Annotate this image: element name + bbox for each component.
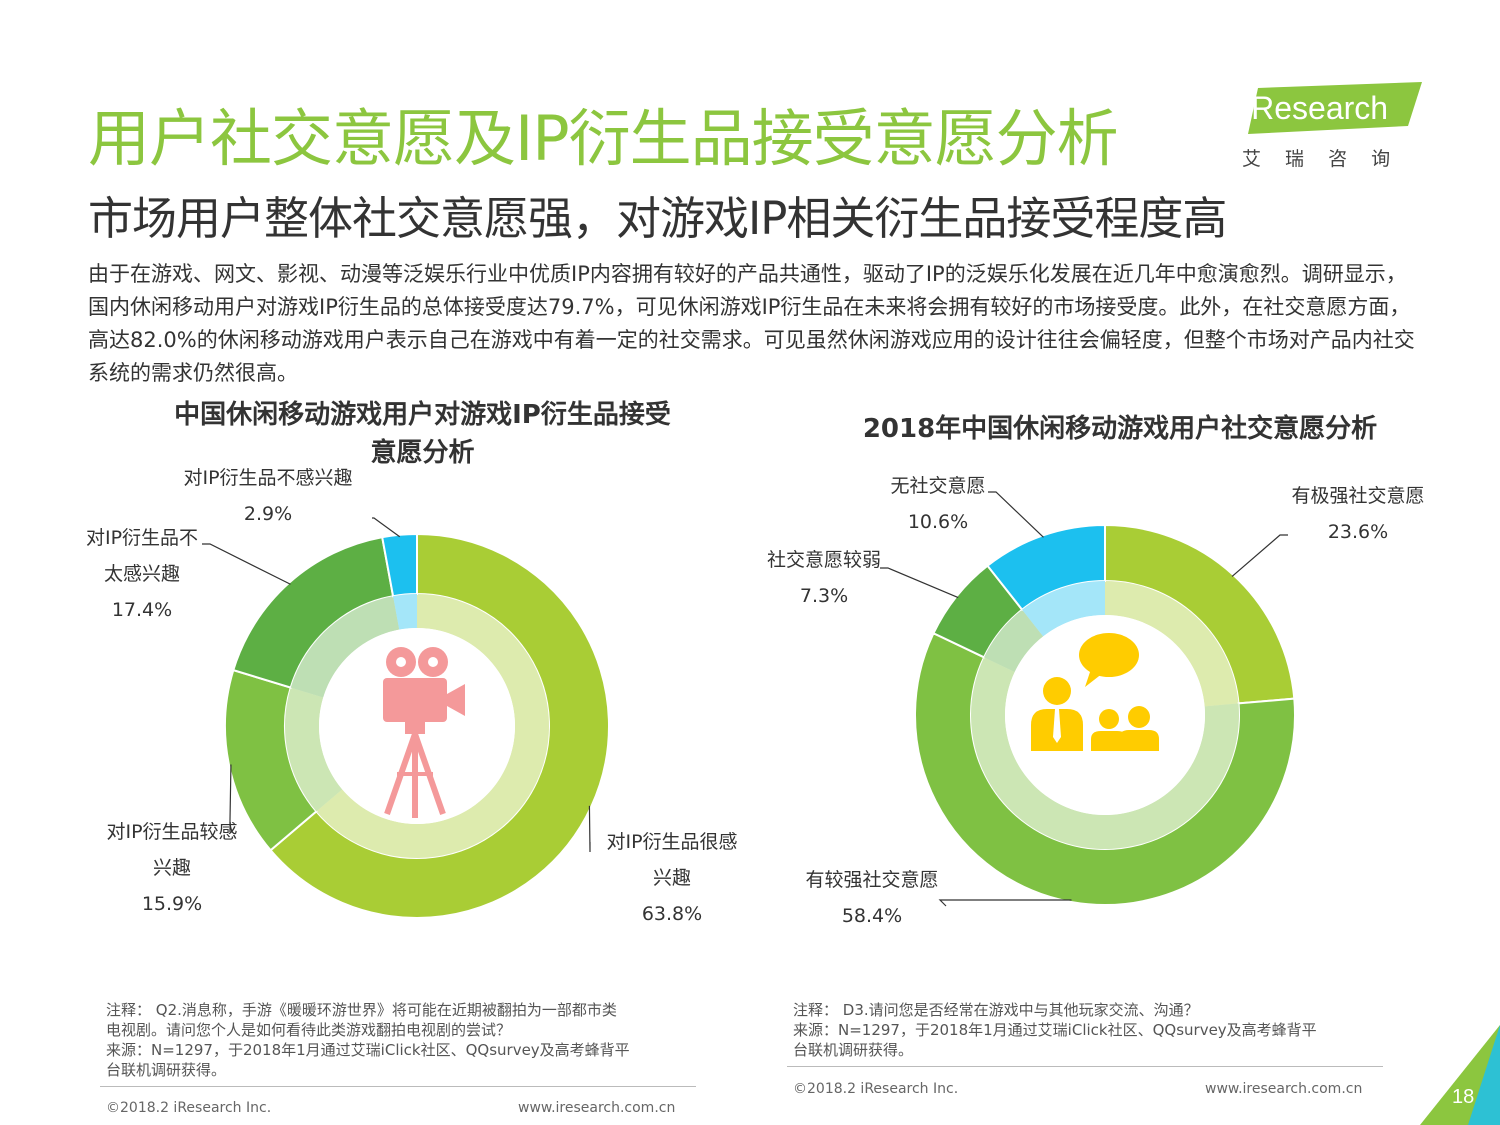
- category-label: 对IP衍生品不: [86, 527, 198, 549]
- right-copyright: ©2018.2 iResearch Inc.: [793, 1081, 959, 1097]
- note-line: 来源：N=1297，于2018年1月通过艾瑞iClick社区、QQsurvey及…: [793, 1021, 1317, 1039]
- intro-paragraph: 由于在游戏、网文、影视、动漫等泛娱乐行业中优质IP内容拥有较好的产品共通性，驱动…: [88, 262, 1415, 385]
- right-donut-chart: 有极强社交意愿 23.6% 有较强社交意愿 58.4% 社交意愿较弱 7.3% 无社交意愿 1…: [767, 475, 1425, 927]
- donut-segment-4: [381, 532, 418, 598]
- logo-banner-icon: [1248, 82, 1422, 134]
- value-label: 23.6%: [1328, 521, 1388, 543]
- corner-decoration-icon: [1420, 1025, 1500, 1125]
- donut-inner-segment-2: [971, 657, 1239, 849]
- value-label: 2.9%: [244, 503, 292, 525]
- category-label: 太感兴趣: [104, 563, 180, 585]
- people-chat-icon: [1031, 633, 1159, 751]
- movie-camera-icon: [383, 647, 465, 818]
- right-notes: 注释： D3.请问您是否经常在游戏中与其他玩家交流、沟通？ 来源：N=1297，…: [793, 1000, 1413, 1060]
- leader-line: [202, 543, 291, 585]
- left-copyright: ©2018.2 iResearch Inc.: [106, 1100, 272, 1116]
- left-chart-title: 中国休闲移动游戏用户对游戏IP衍生品接受意愿分析: [174, 400, 671, 468]
- donut-inner-segment-3: [290, 596, 400, 698]
- donut-segment-4: [986, 523, 1106, 612]
- left-donut-chart: 对IP衍生品很感兴趣63.8%对IP衍生品较感兴趣15.9%对IP衍生品不太感兴…: [86, 467, 738, 925]
- donut-inner-segment-1: [316, 594, 550, 858]
- category-label: 对IP衍生品较感: [106, 821, 237, 843]
- leader-line: [229, 764, 232, 832]
- logo-text: iResearch: [1244, 90, 1389, 126]
- value-label: 17.4%: [112, 599, 172, 621]
- left-notes: 注释： Q2.消息称，手游《暖暖环游世界》将可能在近期被翻拍为一部都市类 电视剧…: [106, 1000, 706, 1080]
- leader-line: [1231, 534, 1288, 577]
- category-label: 有较强社交意愿: [805, 869, 938, 891]
- donut-inner-segment-1: [1105, 581, 1239, 707]
- donut-segment-2: [914, 631, 1296, 906]
- right-divider: [787, 1066, 1383, 1067]
- donut-inner-segment-4: [393, 594, 417, 630]
- leader-line: [938, 899, 1072, 907]
- leader-line: [880, 567, 959, 599]
- left-website: www.iresearch.com.cn: [518, 1100, 676, 1116]
- value-label: 58.4%: [842, 905, 902, 927]
- note-line: 电视剧。请问您个人是如何看待此类游戏翻拍电视剧的尝试？: [106, 1021, 512, 1039]
- category-label: 社交意愿较弱: [767, 549, 881, 571]
- leader-line: [988, 491, 1044, 538]
- donut-inner-segment-2: [285, 687, 343, 812]
- donut-inner-segment-3: [984, 609, 1044, 672]
- left-divider: [100, 1086, 696, 1087]
- right-chart-title: 2018年中国休闲移动游戏用户社交意愿分析: [862, 414, 1378, 444]
- category-label: 兴趣: [653, 867, 691, 889]
- value-label: 7.3%: [800, 585, 848, 607]
- page-subtitle: 市场用户整体社交意愿强，对游戏IP相关衍生品接受程度高: [88, 192, 1227, 245]
- category-label: 无社交意愿: [890, 475, 985, 497]
- page-number: 18: [1452, 1086, 1475, 1108]
- right-website: www.iresearch.com.cn: [1205, 1081, 1363, 1097]
- leader-line: [588, 805, 591, 853]
- note-line: 台联机调研获得。: [106, 1061, 227, 1079]
- category-label: 对IP衍生品不感兴趣: [183, 467, 352, 489]
- note-line: 注释： D3.请问您是否经常在游戏中与其他玩家交流、沟通？: [793, 1001, 1199, 1019]
- value-label: 10.6%: [908, 511, 968, 533]
- note-line: 注释： Q2.消息称，手游《暖暖环游世界》将可能在近期被翻拍为一部都市类: [106, 1001, 617, 1019]
- donut-inner-segment-4: [1022, 581, 1105, 637]
- donut-segment-1: [269, 532, 610, 919]
- leader-line: [372, 517, 401, 538]
- logo-cn-text: 艾 瑞 咨 询: [1242, 148, 1400, 170]
- page-title: 用户社交意愿及IP衍生品接受意愿分析: [88, 102, 1119, 175]
- iresearch-logo: iResearch 艾 瑞 咨 询: [1236, 82, 1436, 172]
- category-label: 有极强社交意愿: [1291, 485, 1424, 507]
- value-label: 15.9%: [142, 893, 202, 915]
- note-line: 台联机调研获得。: [793, 1041, 914, 1059]
- note-line: 来源：N=1297，于2018年1月通过艾瑞iClick社区、QQsurvey及…: [106, 1041, 630, 1059]
- category-label: 对IP衍生品很感: [606, 831, 737, 853]
- category-label: 兴趣: [153, 857, 191, 879]
- value-label: 63.8%: [642, 903, 702, 925]
